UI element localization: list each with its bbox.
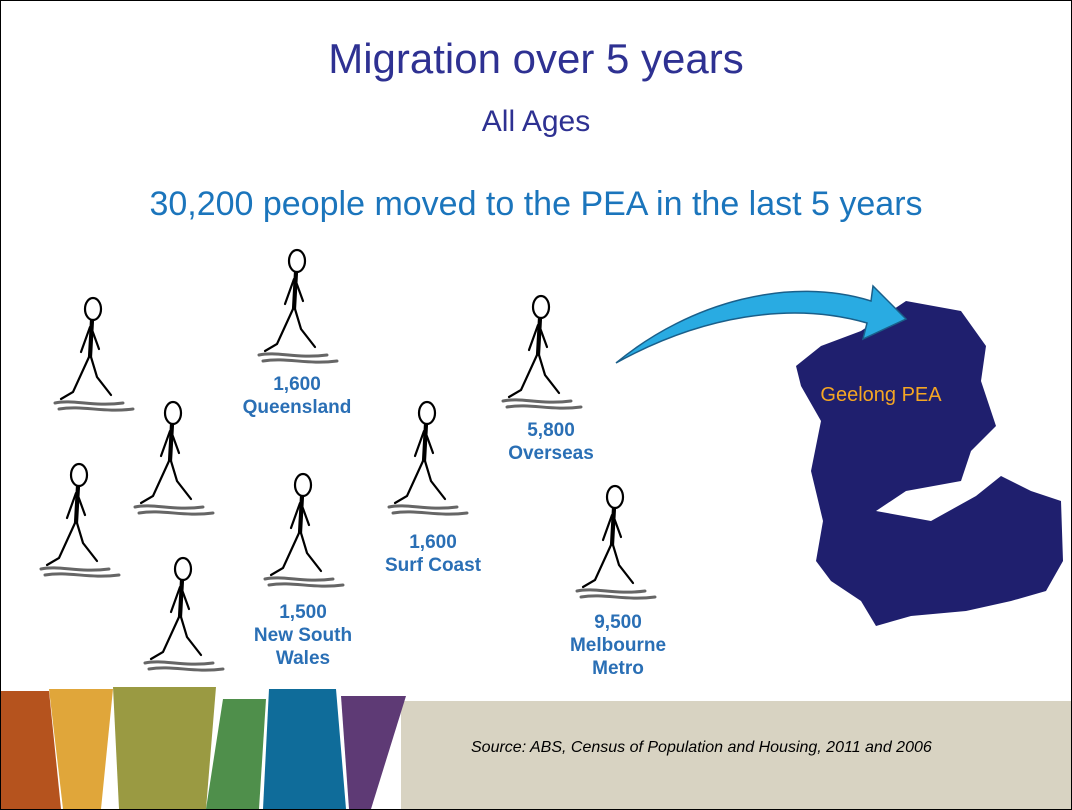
walker <box>501 294 583 410</box>
group-value: 5,800 <box>527 420 575 441</box>
group-value: 1,600 <box>273 374 321 395</box>
walker <box>575 484 657 600</box>
group-region: Melbourne Metro <box>569 635 667 679</box>
map-label: Geelong PEA <box>820 384 942 406</box>
headline: 30,200 people moved to the PEA in the la… <box>149 185 923 223</box>
group: 1,600 Queensland <box>227 373 367 419</box>
subtitle: All Ages <box>481 105 591 138</box>
band <box>1 691 61 809</box>
band <box>113 687 216 809</box>
group-value: 9,500 <box>594 612 642 633</box>
band <box>341 696 406 809</box>
group-value: 1,600 <box>409 532 457 553</box>
title: Migration over 5 years <box>328 35 744 82</box>
group-region: Overseas <box>508 443 594 464</box>
group-value: 1,500 <box>279 602 327 623</box>
group: 5,800 Overseas <box>481 419 621 465</box>
walker <box>257 248 339 364</box>
map-region <box>796 301 1063 626</box>
group: 1,600 Surf Coast <box>363 531 503 577</box>
arrow <box>615 284 908 364</box>
walker <box>143 556 225 672</box>
group-region: Surf Coast <box>384 555 482 576</box>
band <box>263 689 346 809</box>
walker <box>263 472 345 588</box>
walker <box>39 462 121 578</box>
source: Source: ABS, Census of Population and Ho… <box>471 739 932 756</box>
walker <box>387 400 469 516</box>
group-region: New South Wales <box>253 625 353 669</box>
group-region: Queensland <box>242 397 352 418</box>
band <box>49 689 113 809</box>
walker <box>133 400 215 516</box>
band <box>206 699 266 809</box>
walker <box>53 296 135 412</box>
footer-band <box>401 701 1071 809</box>
group: 1,500 New South Wales <box>238 601 368 670</box>
group: 9,500 Melbourne Metro <box>553 611 683 680</box>
